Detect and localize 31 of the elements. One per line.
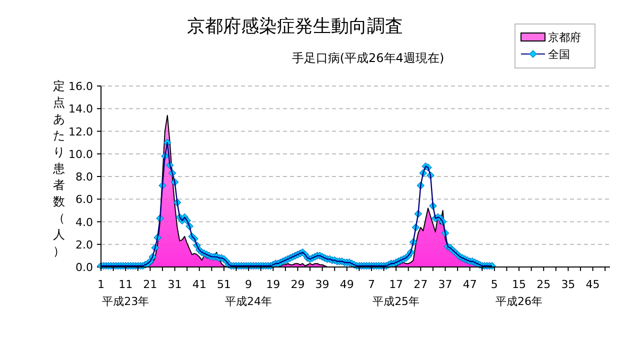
y-tick-label: 14.0 (68, 102, 93, 116)
x-tick-label: 21 (143, 278, 158, 291)
x-tick-label: 31 (168, 278, 182, 291)
legend-label: 全国 (548, 48, 570, 61)
x-tick-label: 51 (216, 278, 231, 291)
x-tick-label: 49 (340, 278, 354, 291)
y-tick-label: 2.0 (76, 238, 93, 252)
x-tick-label: 41 (192, 278, 206, 291)
x-tick-label: 1 (98, 278, 104, 291)
y-tick-label: 8.0 (76, 170, 93, 184)
x-tick-label: 19 (266, 278, 280, 291)
x-tick-label: 37 (438, 278, 452, 291)
x-tick-label: 29 (290, 278, 305, 291)
chart-title: 京都府感染症発生動向調査 (187, 16, 403, 37)
x-tick-label: 39 (315, 278, 330, 291)
x-tick-label: 47 (462, 278, 477, 291)
y-tick-label: 12.0 (68, 125, 93, 138)
y-tick-label: 4.0 (76, 216, 93, 229)
y-tick-label: 0.0 (76, 261, 93, 274)
chart-subtitle: 手足口病(平成26年4週現在) (292, 51, 444, 65)
y-tick-label: 10.0 (68, 148, 93, 161)
x-tick-label: 7 (368, 278, 375, 291)
x-tick-label: 5 (490, 278, 498, 291)
y-tick-label: 6.0 (76, 193, 93, 206)
x-tick-label: 35 (561, 278, 576, 291)
x-tick-label: 27 (414, 278, 428, 291)
legend-label: 京都府 (548, 31, 581, 44)
x-tick-label: 45 (586, 278, 600, 291)
x-tick-label: 25 (536, 278, 551, 291)
text: 定点あたり患者数（人） (53, 79, 65, 258)
y-tick-label: 16.0 (68, 80, 93, 93)
